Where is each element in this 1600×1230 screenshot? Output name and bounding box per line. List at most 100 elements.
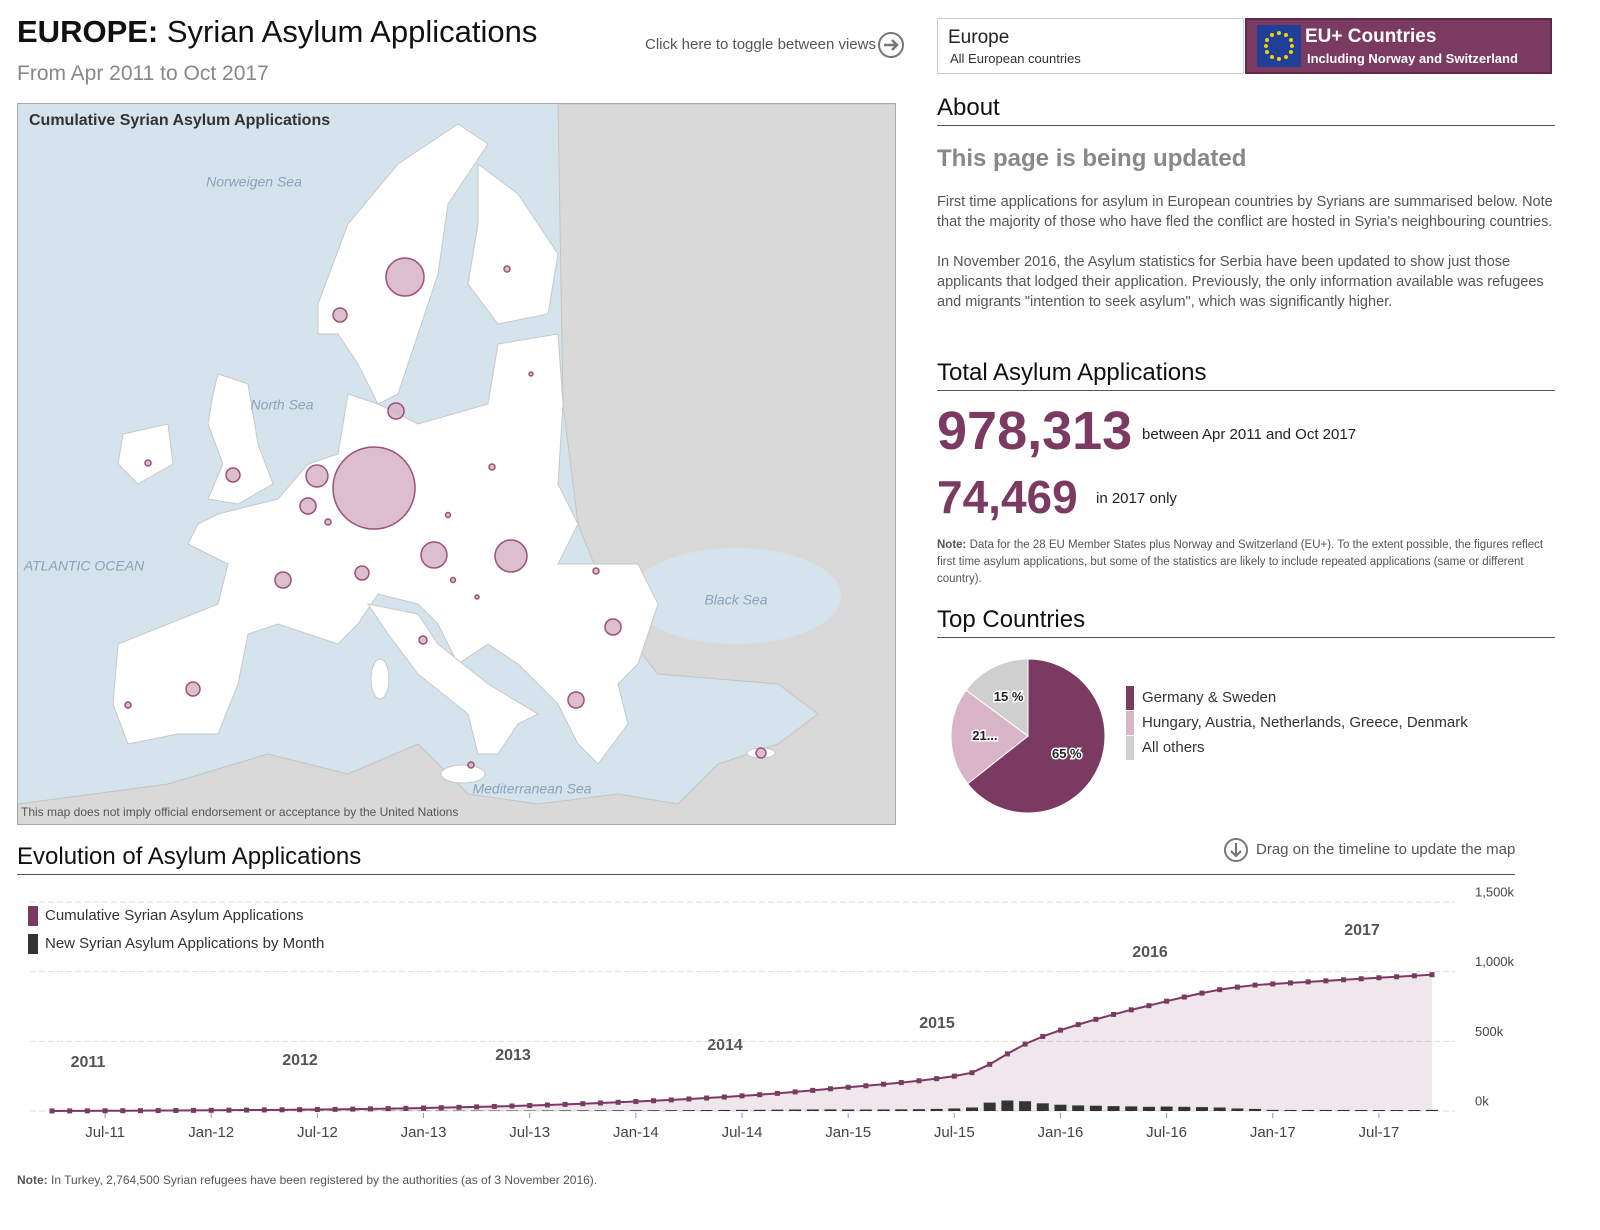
drag-icon (1224, 838, 1248, 862)
map-bubble[interactable] (444, 511, 452, 519)
line-marker (757, 1092, 763, 1098)
map-bubble[interactable] (467, 761, 475, 769)
map-bubble[interactable] (567, 691, 585, 709)
map-bubble[interactable] (299, 497, 317, 515)
bar (824, 1109, 837, 1111)
bar (665, 1110, 678, 1111)
map-bubble[interactable] (488, 463, 496, 471)
year-label: 2017 (1344, 922, 1380, 939)
bar (559, 1110, 572, 1111)
y-tick-label: 1,500k (1475, 884, 1515, 899)
line-marker (102, 1108, 108, 1114)
line-marker (1217, 987, 1223, 993)
line-marker (137, 1108, 143, 1114)
map-bubble[interactable] (528, 371, 534, 377)
line-marker (527, 1103, 533, 1109)
map-bubble[interactable] (324, 518, 332, 526)
x-tick-label: Jan-16 (1038, 1124, 1084, 1141)
bar (930, 1108, 943, 1111)
map-bubble[interactable] (144, 459, 152, 467)
bar (612, 1110, 625, 1111)
pie-label: 65 % (1052, 746, 1082, 761)
map-bubble[interactable] (225, 467, 241, 483)
map-bubble[interactable] (755, 747, 767, 759)
map-bubble[interactable] (592, 567, 600, 575)
total-number: 978,313 (937, 401, 1133, 461)
bar (1196, 1107, 1208, 1111)
map-bubble[interactable] (385, 257, 425, 297)
legend-label: New Syrian Asylum Applications by Month (45, 935, 324, 952)
bar (948, 1108, 961, 1111)
map-bubble[interactable] (474, 594, 480, 600)
line-marker (774, 1090, 780, 1096)
line-marker (898, 1080, 904, 1086)
map-bubble[interactable] (332, 446, 416, 530)
sea-label: ATLANTIC OCEAN (23, 558, 145, 574)
legend-label: All others (1142, 739, 1205, 756)
x-tick-label: Jan-15 (825, 1124, 871, 1141)
x-tick-label: Jan-13 (401, 1124, 447, 1141)
map-bubble[interactable] (503, 265, 511, 273)
bar (877, 1109, 890, 1111)
bar (1001, 1100, 1014, 1111)
map-bubble[interactable] (274, 571, 292, 589)
map-bubble[interactable] (354, 565, 370, 581)
legend-label: Hungary, Austria, Netherlands, Greece, D… (1142, 714, 1468, 731)
line-marker (208, 1107, 214, 1113)
line-marker (651, 1098, 657, 1104)
bar (1072, 1105, 1085, 1111)
bar (1142, 1106, 1155, 1111)
line-marker (704, 1095, 710, 1101)
line-marker (615, 1099, 621, 1105)
line-marker (1164, 998, 1170, 1004)
pie-slice (965, 658, 1029, 737)
update-notice: This page is being updated (937, 145, 1247, 172)
line-marker (385, 1106, 391, 1112)
bar (1213, 1107, 1226, 1111)
map-bubble[interactable] (124, 701, 132, 709)
line-marker (1287, 980, 1293, 986)
footer-note: Note: In Turkey, 2,764,500 Syrian refuge… (17, 1173, 597, 1187)
map-bubble[interactable] (420, 541, 448, 569)
bar (1408, 1110, 1421, 1111)
map-bubble[interactable] (185, 681, 201, 697)
x-tick-label: Jul-14 (722, 1124, 763, 1141)
toggle-icon[interactable] (877, 31, 905, 59)
toggle-hint[interactable]: Click here to toggle between views (645, 36, 876, 53)
line-marker (244, 1107, 250, 1113)
timeline-hint: Drag on the timeline to update the map (1256, 841, 1516, 858)
map-bubble[interactable] (494, 539, 528, 573)
line-marker (916, 1078, 922, 1084)
line-marker (491, 1103, 497, 1109)
tab-eu[interactable]: EU+ Countries Including Norway and Switz… (1245, 18, 1552, 74)
line-marker (1146, 1003, 1152, 1009)
map-bubble[interactable] (418, 635, 428, 645)
legend-swatch (1126, 686, 1134, 710)
map-bubble[interactable] (449, 576, 457, 584)
line-marker (668, 1097, 674, 1103)
map-bubble[interactable] (387, 402, 405, 420)
y-tick-label: 500k (1475, 1024, 1504, 1039)
line-marker (1128, 1007, 1134, 1013)
map-bubble[interactable] (305, 464, 329, 488)
bar (1302, 1109, 1315, 1111)
bar (1337, 1109, 1350, 1111)
x-tick-label: Jul-15 (934, 1124, 975, 1141)
timeline-chart[interactable]: 2011 2012 2013 2014 2015 2016 2017 0k 500… (0, 880, 1600, 1160)
bar (1249, 1108, 1262, 1111)
bar (594, 1110, 607, 1111)
legend-swatch (1126, 711, 1134, 735)
sea-label: Mediterranean Sea (472, 781, 591, 797)
line-marker (934, 1076, 940, 1082)
bar (647, 1110, 660, 1111)
bar (1125, 1106, 1138, 1111)
total-label: between Apr 2011 and Oct 2017 (1142, 426, 1357, 443)
tab-subtitle: Including Norway and Switzerland (1307, 51, 1518, 66)
tab-europe[interactable]: Europe All European countries (937, 18, 1244, 74)
eu-flag (1257, 25, 1301, 67)
bar (1160, 1106, 1173, 1111)
map-bubble[interactable] (604, 618, 622, 636)
bar (541, 1110, 554, 1111)
bar (842, 1109, 855, 1111)
map-bubble[interactable] (332, 307, 348, 323)
